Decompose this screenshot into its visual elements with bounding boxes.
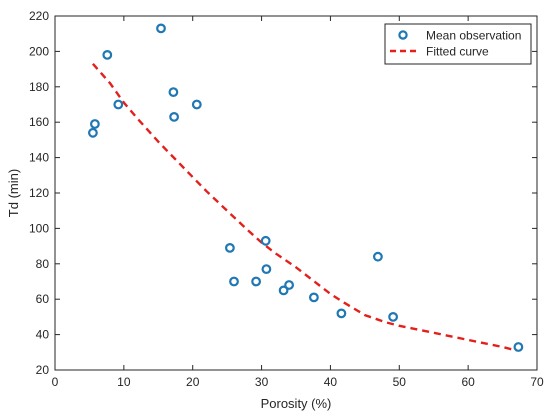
y-tick-label: 200	[29, 44, 49, 58]
y-tick-label: 100	[29, 221, 49, 235]
x-tick-label: 40	[324, 375, 338, 389]
x-tick-label: 10	[117, 375, 131, 389]
y-tick-label: 60	[36, 292, 50, 306]
data-point	[229, 276, 239, 287]
data-point	[89, 119, 100, 129]
data-point	[224, 242, 235, 253]
x-tick-label: 50	[393, 375, 407, 389]
data-point	[168, 87, 179, 97]
data-point	[284, 280, 295, 290]
data-point	[191, 99, 202, 110]
data-point	[261, 264, 272, 275]
data-point	[388, 312, 399, 322]
legend-marker-observation	[398, 30, 408, 40]
data-point	[513, 342, 524, 352]
observation-points	[87, 23, 524, 352]
data-point	[87, 127, 98, 138]
y-tick-label: 180	[29, 80, 49, 94]
x-tick-label: 0	[52, 375, 59, 389]
y-tick-label: 140	[29, 151, 49, 165]
legend-label-observation: Mean observation	[426, 29, 521, 43]
data-point	[373, 251, 383, 262]
y-tick-label: 220	[29, 9, 49, 23]
y-tick-label: 120	[29, 186, 49, 200]
x-tick-label: 30	[255, 375, 269, 389]
x-tick-label: 60	[461, 375, 475, 389]
y-tick-label: 20	[36, 363, 50, 377]
legend: Mean observation Fitted curve	[384, 23, 532, 65]
y-axis: 20 40 60 80 100 120 140 160 180 200 220	[29, 9, 537, 377]
data-point	[156, 23, 166, 34]
x-tick-label: 70	[530, 375, 544, 389]
y-axis-label: Td (min)	[6, 169, 21, 217]
data-point	[169, 111, 180, 122]
plot-area	[54, 15, 538, 371]
data-point	[113, 99, 124, 110]
y-tick-label: 80	[36, 257, 50, 271]
x-axis: 0 10 20 30 40 50 60 70	[52, 16, 544, 389]
data-point	[102, 50, 113, 60]
x-axis-label: Porosity (%)	[261, 396, 332, 411]
data-point	[309, 292, 319, 303]
y-tick-label: 160	[29, 115, 49, 129]
y-tick-label: 40	[36, 328, 50, 342]
fitted-curve-layer	[92, 63, 517, 352]
legend-box	[384, 23, 532, 65]
fitted-curve-line	[92, 63, 517, 352]
data-point	[251, 276, 262, 287]
data-point	[260, 235, 271, 246]
x-tick-label: 20	[186, 375, 200, 389]
data-point	[278, 285, 289, 296]
legend-label-curve: Fitted curve	[426, 45, 489, 59]
data-point	[336, 308, 347, 319]
